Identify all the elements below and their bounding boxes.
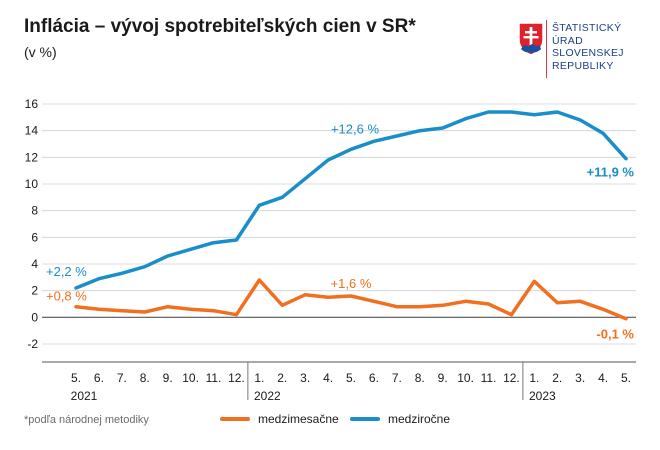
- data-label: +0,8 %: [46, 289, 87, 304]
- year-label: 2022: [254, 389, 281, 403]
- logo: ŠTATISTICKÝ ÚRAD SLOVENSKEJ REPUBLIKY: [518, 20, 648, 80]
- logo-text: ŠTATISTICKÝ ÚRAD SLOVENSKEJ REPUBLIKY: [552, 22, 624, 72]
- x-tick-label: 11.: [481, 371, 497, 385]
- y-tick-label: 6: [31, 230, 38, 244]
- chart-subtitle: (v %): [24, 44, 57, 60]
- x-tick-label: 9.: [163, 371, 173, 385]
- logo-line: SLOVENSKEJ: [552, 47, 624, 59]
- legend-item-mom: medzimesačne: [220, 412, 339, 426]
- x-tick-label: 4.: [598, 371, 608, 385]
- x-tick-label: 4.: [323, 371, 333, 385]
- x-tick-label: 6.: [369, 371, 379, 385]
- x-tick-label: 1.: [254, 371, 264, 385]
- y-tick-label: 4: [31, 257, 38, 271]
- x-tick-label: 11.: [206, 371, 222, 385]
- x-tick-label: 12.: [503, 371, 520, 385]
- chart-title: Inflácia – vývoj spotrebiteľských cien v…: [24, 16, 416, 37]
- y-tick-label: 10: [25, 177, 39, 191]
- x-tick-label: 10.: [457, 371, 474, 385]
- x-tick-label: 2.: [277, 371, 287, 385]
- year-label: 2023: [529, 389, 556, 403]
- x-tick-label: 3.: [300, 371, 310, 385]
- x-tick-label: 6.: [94, 371, 104, 385]
- series-lines: [74, 110, 628, 321]
- data-label: +1,6 %: [331, 276, 372, 291]
- x-tick-label: 5.: [346, 371, 356, 385]
- legend-item-yoy: medziročne: [350, 412, 450, 426]
- x-tick-label: 2.: [552, 371, 562, 385]
- x-tick-label: 8.: [415, 371, 425, 385]
- y-tick-label: 12: [25, 150, 39, 164]
- y-tick-label: 8: [31, 204, 38, 218]
- data-label: +11,9 %: [587, 165, 635, 180]
- year-label: 2021: [71, 389, 98, 403]
- annotations: +2,2 % +0,8 % +12,6 % +1,6 % +11,9 % -0,1 %: [46, 121, 634, 341]
- data-label: +2,2 %: [46, 264, 87, 279]
- legend-label-yoy: medziročne: [388, 412, 451, 426]
- y-tick-label: 2: [31, 284, 38, 298]
- x-tick-label: 10.: [182, 371, 199, 385]
- legend-swatch-mom: [220, 417, 250, 421]
- series-line-yoy: [74, 110, 628, 290]
- x-tick-label: 7.: [392, 371, 402, 385]
- legend-swatch-yoy: [350, 417, 380, 421]
- data-label: +12,6 %: [331, 121, 380, 136]
- data-label: -0,1 %: [596, 327, 634, 342]
- y-axis: -2 0 2 4 6 8 10 12 14 16: [25, 97, 39, 351]
- x-axis: 5. 6. 7. 8. 9. 10. 11. 12. 1. 2. 3. 4. 5. 6. 7. 8. 9. 10.…: [42, 361, 636, 403]
- gridlines: [42, 103, 636, 345]
- logo-line: REPUBLIKY: [552, 59, 614, 72]
- footnote: *podľa národnej metodiky: [24, 414, 149, 426]
- logo-line: ŠTATISTICKÝ: [552, 22, 622, 34]
- y-tick-label: 16: [25, 97, 39, 111]
- series-line-mom: [74, 278, 628, 321]
- x-tick-label: 7.: [117, 371, 127, 385]
- logo-divider: [546, 20, 547, 78]
- x-tick-label: 8.: [140, 371, 150, 385]
- logo-line: ÚRAD: [552, 34, 583, 47]
- x-tick-label: 1.: [529, 371, 539, 385]
- x-tick-label: 5.: [71, 371, 81, 385]
- y-tick-label: 0: [31, 310, 38, 324]
- x-tick-label: 5.: [621, 371, 631, 385]
- legend-label-mom: medzimesačne: [258, 412, 339, 426]
- y-tick-label: -2: [27, 337, 38, 351]
- x-tick-label: 3.: [575, 371, 585, 385]
- slovak-coat-of-arms-icon: [518, 22, 544, 56]
- y-tick-label: 14: [25, 124, 39, 138]
- x-tick-label: 12.: [228, 371, 245, 385]
- x-tick-label: 9.: [438, 371, 448, 385]
